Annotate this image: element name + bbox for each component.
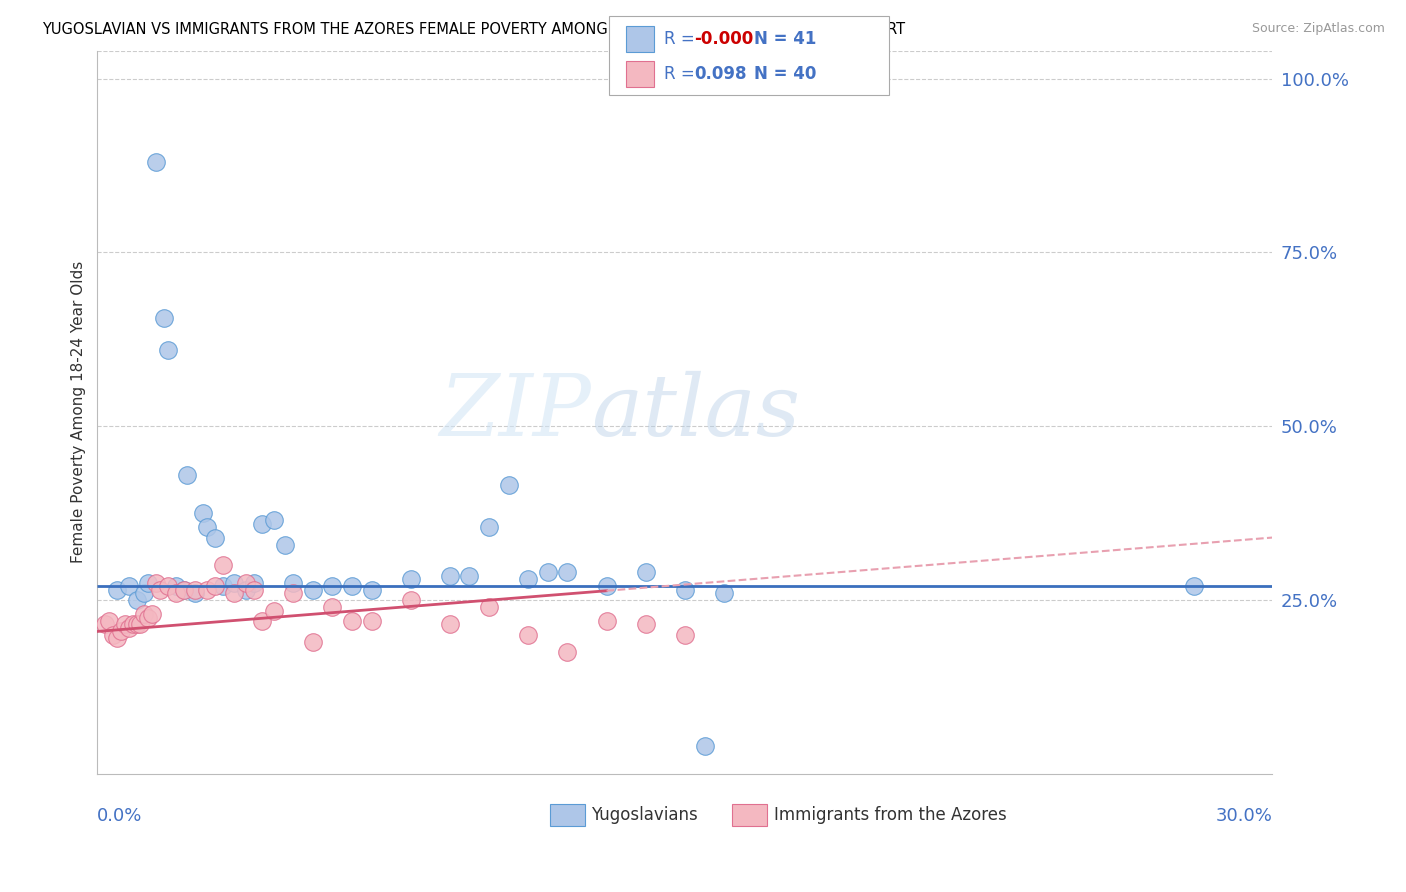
Text: R =: R = (664, 65, 700, 83)
Point (165, 586, 187, 600)
Point (136, 610, 159, 624)
Text: N = 41: N = 41 (754, 30, 815, 48)
Point (141, 607, 163, 621)
Point (153, 311, 176, 326)
Point (243, 575, 266, 590)
Point (498, 478, 520, 492)
Text: N = 40: N = 40 (754, 65, 815, 83)
Point (211, 558, 233, 573)
Point (1182, 579, 1205, 593)
Point (263, 604, 285, 618)
Point (713, 586, 735, 600)
Point (274, 537, 297, 551)
Point (184, 582, 207, 597)
Point (105, 582, 128, 597)
Text: 30.0%: 30.0% (1216, 806, 1272, 824)
Point (537, 566, 560, 580)
Point (301, 635, 323, 649)
Point (156, 579, 179, 593)
Text: 0.0%: 0.0% (97, 806, 143, 824)
Point (134, 607, 156, 621)
Point (134, 586, 156, 600)
FancyBboxPatch shape (550, 805, 585, 826)
Point (235, 575, 257, 590)
Y-axis label: Female Poverty Among 18-24 Year Olds: Female Poverty Among 18-24 Year Olds (72, 261, 86, 564)
Point (235, 582, 257, 597)
Point (517, 572, 540, 586)
Point (399, 593, 422, 607)
Point (105, 632, 128, 646)
Point (195, 520, 218, 534)
Point (673, 628, 696, 642)
Text: 0.098: 0.098 (695, 65, 747, 83)
Text: R =: R = (664, 30, 700, 48)
Text: Immigrants from the Azores: Immigrants from the Azores (775, 806, 1007, 824)
Point (439, 617, 461, 632)
Point (301, 582, 323, 597)
Point (121, 617, 143, 632)
Point (224, 586, 246, 600)
Point (557, 566, 579, 580)
Text: Yugoslavians: Yugoslavians (591, 806, 697, 824)
Point (250, 614, 273, 628)
Point (634, 617, 657, 632)
FancyBboxPatch shape (733, 805, 768, 826)
Point (557, 645, 579, 659)
Text: YUGOSLAVIAN VS IMMIGRANTS FROM THE AZORES FEMALE POVERTY AMONG 18-24 YEAR OLDS C: YUGOSLAVIAN VS IMMIGRANTS FROM THE AZORE… (42, 22, 905, 37)
Point (176, 467, 198, 482)
Point (517, 628, 540, 642)
Text: ZIP: ZIP (439, 371, 591, 454)
Point (478, 600, 501, 615)
Text: -0.000: -0.000 (695, 30, 754, 48)
Point (360, 582, 382, 597)
Point (101, 628, 124, 642)
Point (211, 579, 233, 593)
Point (125, 593, 148, 607)
Point (94, 617, 117, 632)
Point (243, 582, 266, 597)
Point (439, 569, 461, 583)
Point (173, 582, 195, 597)
Point (673, 582, 696, 597)
Text: atlas: atlas (591, 371, 800, 454)
Point (634, 566, 657, 580)
Point (195, 582, 218, 597)
Point (165, 579, 187, 593)
Point (283, 586, 305, 600)
Text: Source: ZipAtlas.com: Source: ZipAtlas.com (1251, 22, 1385, 36)
Point (283, 575, 305, 590)
Point (156, 343, 179, 357)
Point (173, 582, 195, 597)
Point (478, 520, 501, 534)
Point (118, 579, 141, 593)
Point (204, 531, 226, 545)
Point (595, 614, 617, 628)
Point (125, 617, 148, 632)
Point (321, 579, 343, 593)
Point (340, 614, 363, 628)
Point (118, 621, 141, 635)
Point (360, 614, 382, 628)
Point (340, 579, 363, 593)
Point (204, 579, 226, 593)
Point (98, 614, 121, 628)
Point (263, 513, 285, 527)
Point (693, 739, 716, 754)
Point (321, 600, 343, 615)
Point (114, 617, 136, 632)
Point (145, 575, 167, 590)
Point (458, 569, 481, 583)
Point (191, 506, 214, 520)
Point (145, 155, 167, 169)
Point (149, 582, 172, 597)
Point (399, 572, 422, 586)
Point (184, 586, 207, 600)
Point (110, 624, 132, 639)
Point (595, 579, 617, 593)
Point (250, 516, 273, 531)
Point (129, 617, 152, 632)
Point (136, 575, 159, 590)
Point (224, 575, 246, 590)
